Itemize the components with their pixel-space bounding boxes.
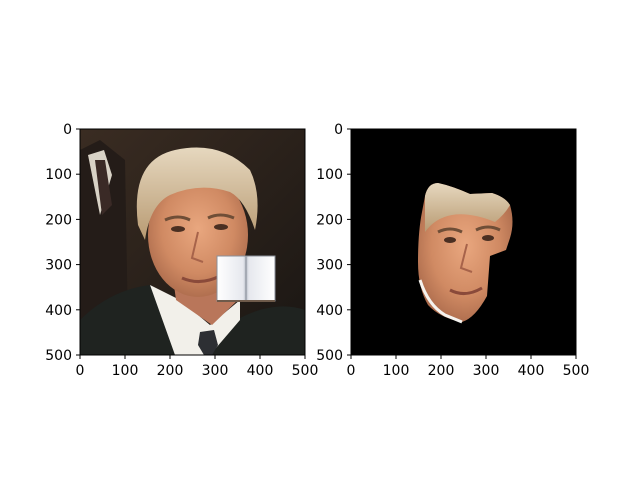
left-x-tick-label: 0 — [76, 363, 85, 379]
right-y-tick-label: 400 — [316, 303, 343, 319]
background-person — [80, 140, 128, 330]
mask-edge-highlight — [418, 279, 463, 324]
nose — [190, 231, 204, 263]
left-x-tick-label: 200 — [157, 363, 184, 379]
masked-left-brow — [437, 227, 463, 234]
right-y-tick-label: 100 — [316, 167, 343, 183]
right-y-tick-label: 300 — [316, 258, 343, 274]
left-brow — [164, 215, 191, 222]
tie — [198, 330, 218, 355]
right-y-tick-label: 200 — [316, 212, 343, 228]
left-y-tick-label: 400 — [45, 303, 72, 319]
right-x-tick-label: 300 — [473, 363, 500, 379]
left-x-tick-label: 100 — [112, 363, 139, 379]
left-axes-frame — [79, 128, 306, 356]
right-brow — [207, 213, 235, 220]
right-x-tick-label: 500 — [563, 363, 590, 379]
left-y-tick-label: 100 — [45, 167, 72, 183]
masked-nose — [459, 243, 473, 273]
left-image — [80, 129, 305, 355]
left-y-tick-label: 500 — [45, 348, 72, 364]
hair — [136, 147, 258, 240]
left-x-tick-label: 400 — [247, 363, 274, 379]
left-y-tick-label: 0 — [63, 122, 72, 138]
masked-right-brow — [475, 225, 501, 232]
right-x-tick-label: 0 — [347, 363, 356, 379]
masked-right-eye — [482, 235, 494, 241]
suit-right — [210, 306, 305, 355]
right-axes-frame — [350, 128, 577, 356]
right-y-tick-label: 500 — [316, 348, 343, 364]
left-x-tick-label: 500 — [292, 363, 319, 379]
shirt-collar — [150, 285, 240, 355]
left-eye — [171, 226, 185, 232]
right-x-tick-label: 400 — [518, 363, 545, 379]
right-y-tick-label: 0 — [334, 122, 343, 138]
left-x-tick-label: 300 — [202, 363, 229, 379]
right-x-tick-label: 200 — [428, 363, 455, 379]
right-image — [351, 129, 576, 355]
left-y-tick-label: 300 — [45, 258, 72, 274]
right-eye — [214, 224, 228, 230]
right-x-tick-label: 100 — [383, 363, 410, 379]
left-y-tick-label: 200 — [45, 212, 72, 228]
masked-left-eye — [444, 237, 456, 243]
book-overlay — [216, 255, 276, 302]
background-tie — [95, 160, 112, 215]
masked-mouth — [449, 286, 483, 295]
masked-hair — [425, 183, 510, 232]
